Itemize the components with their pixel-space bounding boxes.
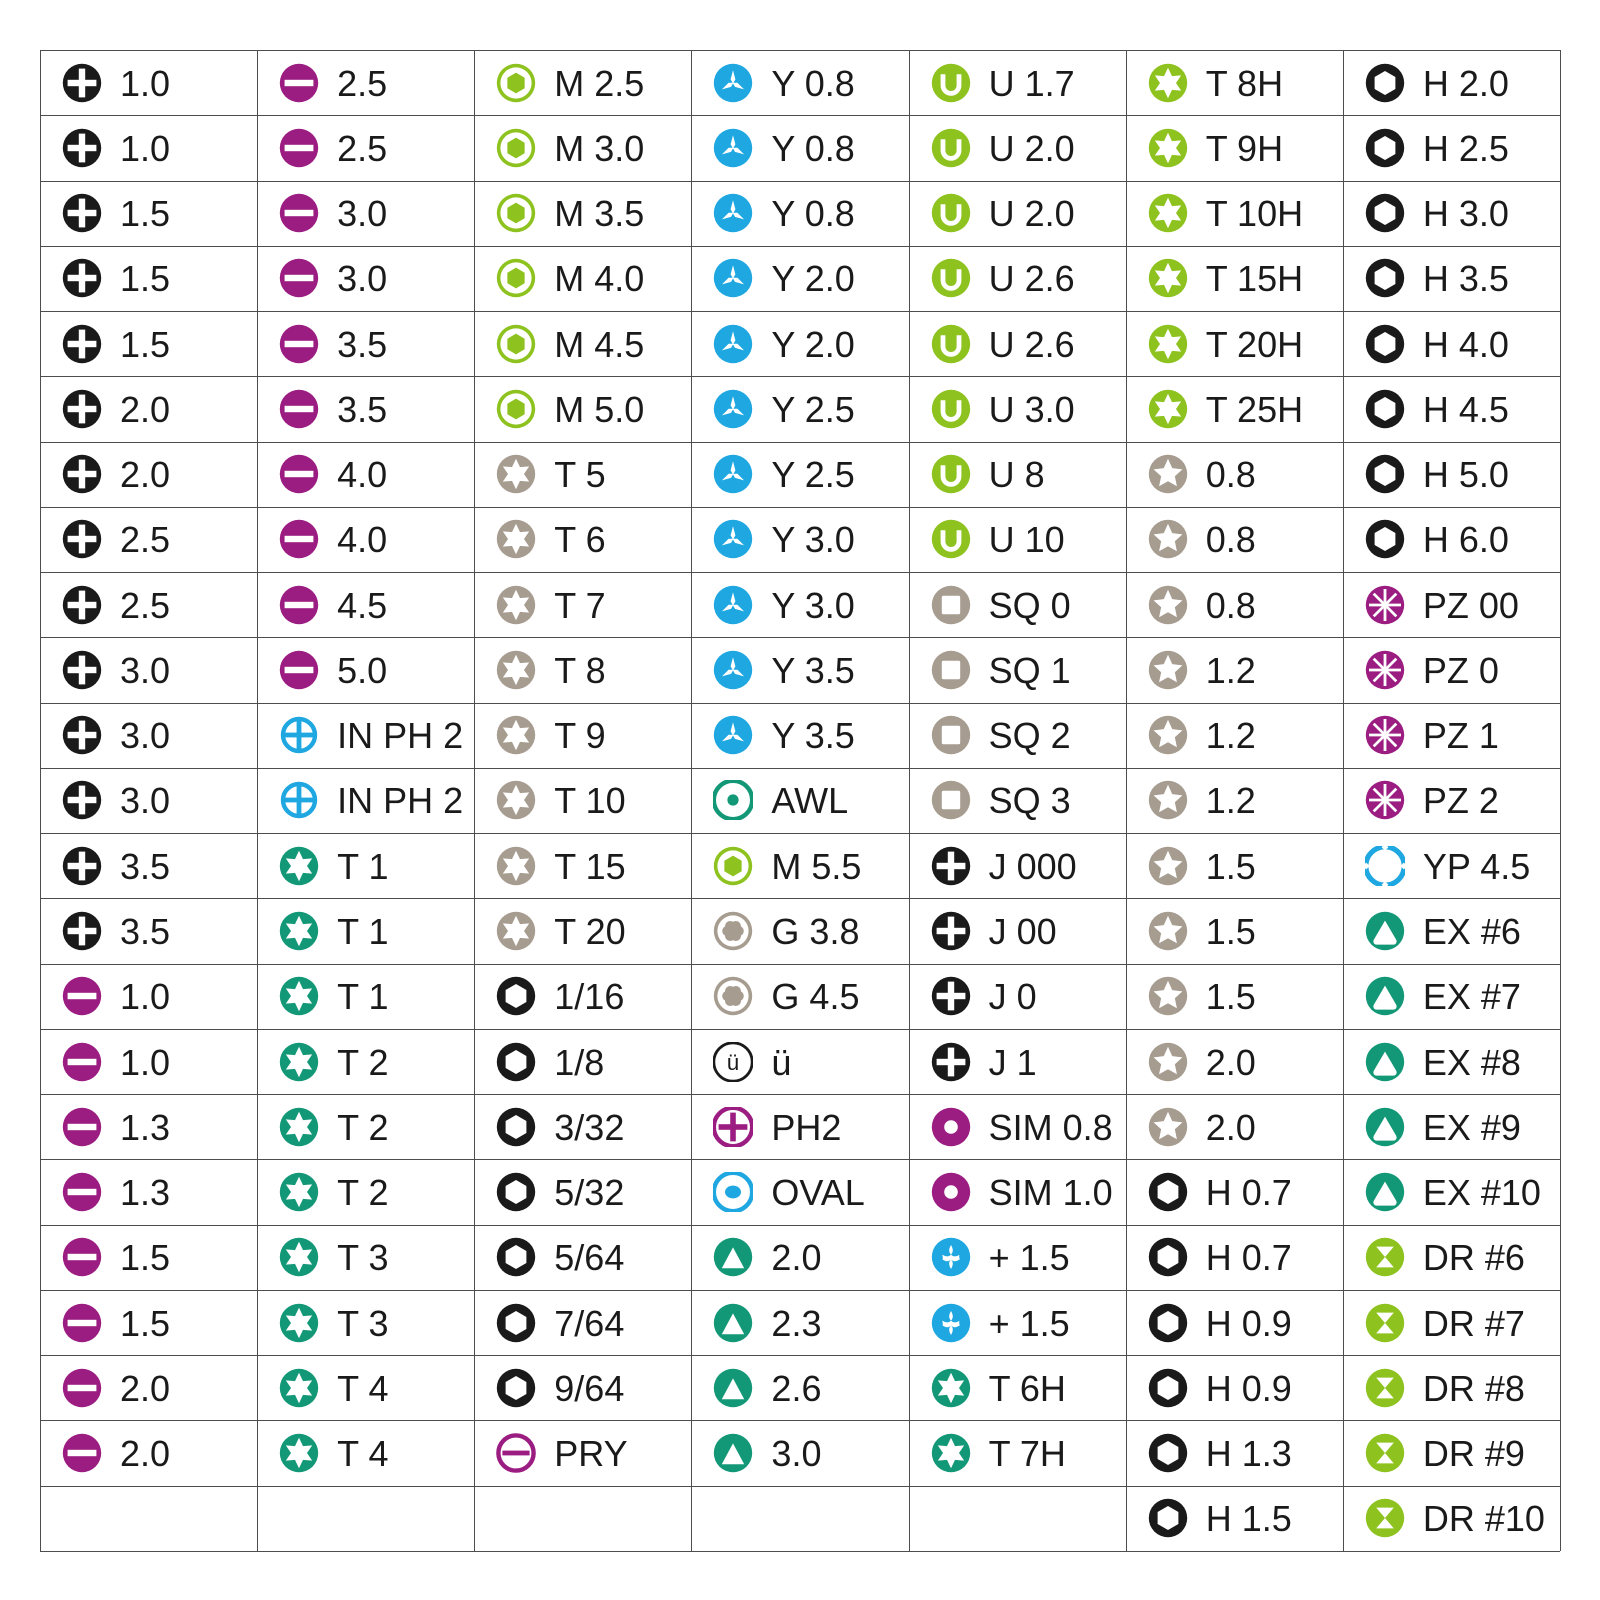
svg-text:ü: ü [727, 1050, 739, 1075]
